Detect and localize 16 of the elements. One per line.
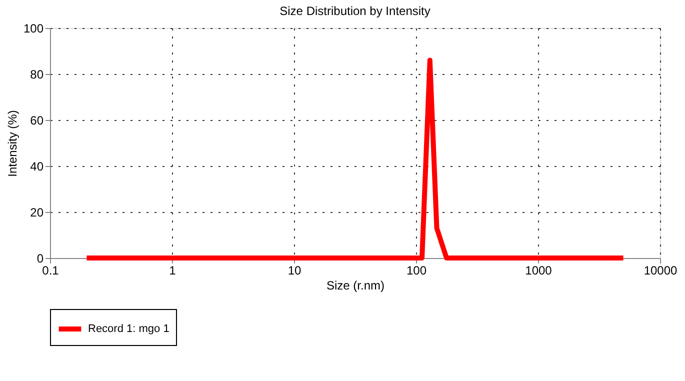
- chart-title: Size Distribution by Intensity: [280, 4, 430, 18]
- x-tick-label: 10000: [644, 264, 678, 278]
- x-tick-label: 0.1: [42, 264, 60, 278]
- y-tick-label: 40: [30, 160, 44, 174]
- legend-label: Record 1: mgo 1: [88, 323, 170, 335]
- x-axis-title: Size (r.nm): [326, 278, 385, 292]
- y-tick-label: 60: [30, 114, 44, 128]
- y-axis-title: Intensity (%): [5, 110, 20, 177]
- x-tick-label: 1: [169, 264, 176, 278]
- y-tick-label: 0: [36, 252, 44, 266]
- y-tick-label: 80: [30, 68, 44, 82]
- x-tick-label: 10: [288, 264, 302, 278]
- x-tick-label: 1000: [525, 264, 552, 278]
- y-tick-label: 100: [23, 22, 44, 36]
- y-tick-label: 20: [30, 206, 44, 220]
- x-tick-label: 100: [406, 264, 427, 278]
